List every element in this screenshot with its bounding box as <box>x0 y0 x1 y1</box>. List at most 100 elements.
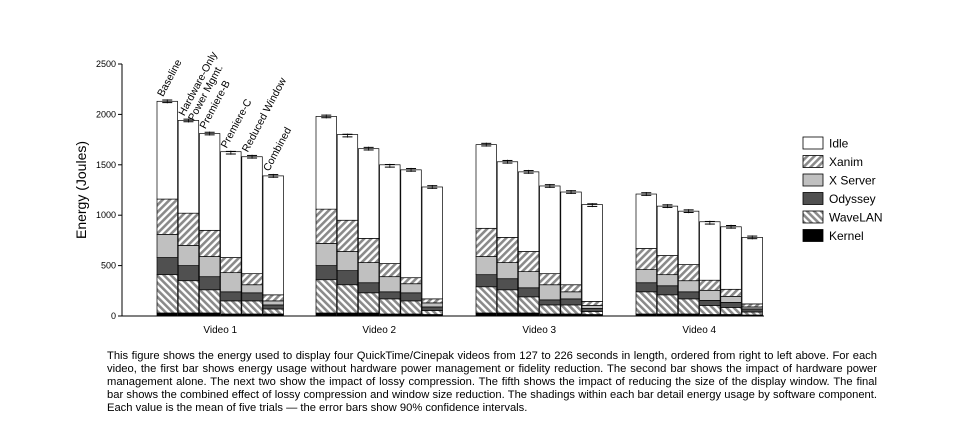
bar-segment-idle <box>400 169 422 279</box>
bar-segment-idle <box>678 210 700 265</box>
bar-segment-odyssey <box>421 306 443 311</box>
energy-bar-chart: 0 500 1000 1500 2000 2500 Energy (Joules) Bas… <box>73 49 883 336</box>
legend-label-idle: Idle <box>829 137 849 151</box>
bar-segment-xanim <box>678 264 700 282</box>
group-label-video-4: Video 4 <box>682 325 716 336</box>
bar-segment-xanim <box>241 273 263 286</box>
bar-segment-odyssey <box>475 274 497 288</box>
bar-segment-x-server <box>518 271 540 289</box>
bar-segment-xanim <box>400 277 422 285</box>
y-tick-label: 500 <box>101 261 116 271</box>
bar-segment-wavelan <box>421 310 443 315</box>
bar-segment-wavelan <box>475 286 497 314</box>
bar-segment-idle <box>539 185 561 275</box>
bar-segment-idle <box>156 100 178 200</box>
bar-segment-xanim <box>741 303 763 308</box>
bar-segment-kernel <box>199 312 221 317</box>
legend-label-x-server: X Server <box>829 174 876 188</box>
bar-segment-x-server <box>358 262 380 284</box>
bar-segment-kernel <box>336 312 359 317</box>
bar-segment-wavelan <box>581 311 603 315</box>
bar-segment-wavelan <box>635 291 657 315</box>
bar-segment-idle <box>241 156 263 275</box>
bar-segment-odyssey <box>741 308 763 313</box>
y-tick-label: 1000 <box>96 210 116 220</box>
bar-segment-odyssey <box>656 285 679 296</box>
bar-segment-wavelan <box>720 307 742 315</box>
bar-segment-kernel <box>177 312 200 317</box>
bar-segment-wavelan <box>177 280 200 314</box>
bar-segment-kernel <box>475 312 497 317</box>
bar-segment-wavelan <box>156 274 178 314</box>
bar-label-combined: Combined <box>261 125 294 173</box>
bar-segment-wavelan <box>496 289 519 314</box>
bar-segment-odyssey <box>560 298 582 306</box>
bar-segment-x-server <box>720 295 742 303</box>
bar-segment-idle <box>358 148 380 239</box>
bar-segment-x-server <box>177 245 200 266</box>
bar-segment-wavelan <box>678 298 700 315</box>
bar-segment-odyssey <box>539 299 561 306</box>
bar-segment-x-server <box>220 272 242 293</box>
bar-segment-idle <box>656 205 679 256</box>
bar-segment-wavelan <box>741 311 763 316</box>
bar-segment-wavelan <box>400 300 422 315</box>
bar-segment-wavelan <box>518 296 540 314</box>
bar-segment-xanim <box>262 294 284 302</box>
bar-segment-idle <box>177 120 200 214</box>
bar-segment-wavelan <box>199 289 221 314</box>
bar-segment-xanim <box>581 301 603 306</box>
bar-segment-x-server <box>379 276 401 293</box>
bar-segment-idle <box>220 151 242 258</box>
bar-segment-kernel <box>156 312 178 317</box>
legend-swatch-idle <box>802 136 824 150</box>
bar-segment-xanim <box>379 263 401 278</box>
legend-swatch-xanim <box>802 155 824 168</box>
bar-segment-xanim <box>199 229 221 257</box>
bar-segment-x-server <box>581 305 603 309</box>
bar-segment-xanim <box>421 298 443 304</box>
bar-segment-idle <box>635 193 657 249</box>
bar-segment-wavelan <box>539 304 561 315</box>
bar-segment-wavelan <box>379 298 401 315</box>
bar-segment-xanim <box>496 237 519 263</box>
bar-segment-x-server <box>156 234 178 258</box>
bar-segment-idle <box>518 171 540 252</box>
figure-caption: This figure shows the energy used to dis… <box>107 350 877 414</box>
bar-segment-x-server <box>496 262 519 280</box>
y-tick-label: 1500 <box>96 160 116 170</box>
y-tick-label: 2000 <box>96 109 116 119</box>
bar-segment-x-server <box>400 283 422 294</box>
legend-label-xanim: Xanim <box>829 155 863 169</box>
bar-segment-idle <box>421 186 443 300</box>
legend-swatch-kernel <box>802 229 824 242</box>
legend: Idle Xanim X Server Odyssey WaveLAN Kernel <box>802 136 883 243</box>
bar-segment-idle <box>475 144 497 229</box>
bar-segment-odyssey <box>379 291 401 300</box>
bar-segment-xanim <box>518 251 540 272</box>
bar-segment-xanim <box>358 238 380 263</box>
bar-segment-wavelan <box>699 305 721 315</box>
bar-segment-xanim <box>220 257 242 274</box>
bar-segment-odyssey <box>358 282 380 294</box>
bar-segment-odyssey <box>220 291 242 302</box>
bar-segment-x-server <box>241 284 263 294</box>
legend-label-wavelan: WaveLAN <box>829 211 883 225</box>
bar-label-line: Baseline <box>155 57 185 98</box>
bar-segment-idle <box>560 191 582 286</box>
y-tick-label: 0 <box>111 311 116 321</box>
bar-segment-idle <box>315 116 337 210</box>
bar-segment-odyssey <box>635 282 657 293</box>
bar-segment-wavelan <box>358 292 380 314</box>
bar-label-line: Combined <box>261 125 294 173</box>
bar-segment-odyssey <box>241 292 263 302</box>
bar-segment-kernel <box>518 312 540 317</box>
bar-segment-xanim <box>156 198 178 235</box>
legend-swatch-odyssey <box>802 192 824 205</box>
bar-segment-idle <box>741 237 763 305</box>
legend-swatch-wavelan <box>802 210 824 224</box>
bar-segment-x-server <box>475 256 497 276</box>
bar-segment-kernel <box>315 312 337 317</box>
bar-segment-wavelan <box>315 279 337 314</box>
bar-segment-x-server <box>678 280 700 293</box>
